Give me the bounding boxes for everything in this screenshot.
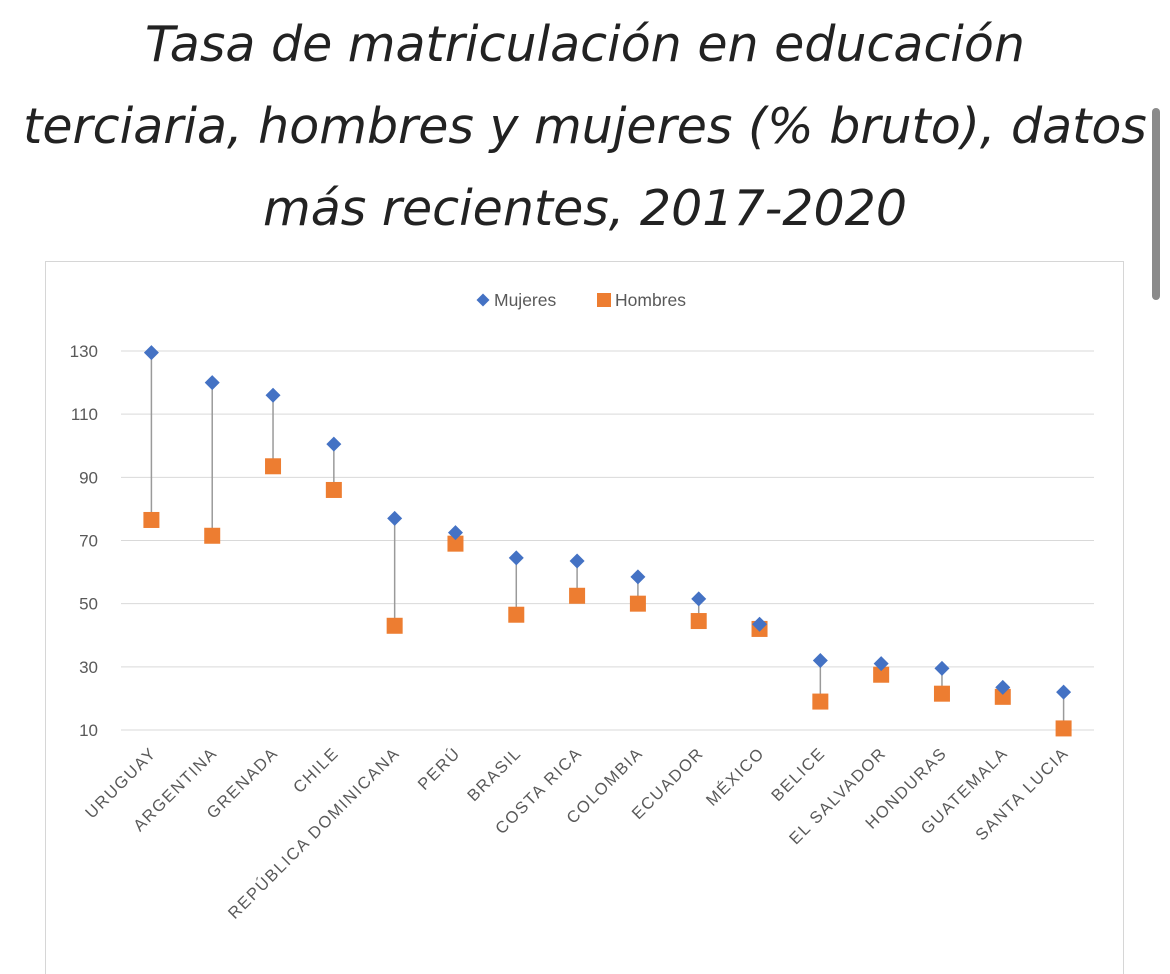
mujeres-marker [812, 653, 828, 669]
mujeres-marker [508, 550, 524, 566]
hombres-marker [569, 587, 586, 604]
hombres-marker [873, 666, 890, 683]
y-axis-tick-labels: 10 30 50 70 90 110 130 [70, 342, 98, 740]
mujeres-marker [1056, 684, 1072, 700]
legend-mujeres-label: Mujeres [494, 290, 556, 310]
mujeres-marker [934, 660, 950, 676]
legend-mujeres-marker [476, 293, 490, 307]
mujeres-marker [752, 616, 768, 632]
dumbbell-chart: 10 30 50 70 90 110 130 URUGUAYARGENTINAGRENADA… [70, 290, 1094, 923]
hombres-marker [1055, 720, 1072, 737]
markers [143, 345, 1072, 737]
y-tick-label: 10 [79, 721, 98, 740]
chart-title: Tasa de matriculación en educación terci… [20, 4, 1150, 250]
mujeres-marker [326, 436, 342, 452]
y-tick-label: 110 [71, 405, 98, 424]
hombres-marker [143, 511, 160, 528]
mujeres-marker [447, 525, 463, 541]
x-tick-label: BELICE [768, 744, 829, 805]
mujeres-marker [204, 375, 220, 391]
mujeres-marker [265, 387, 281, 403]
gridlines [121, 350, 1094, 731]
hombres-marker [204, 527, 221, 544]
y-tick-label: 130 [70, 342, 98, 361]
page-scrollbar[interactable] [1152, 108, 1160, 300]
x-tick-label: BRASIL [464, 744, 525, 805]
legend-hombres-label: Hombres [615, 290, 686, 310]
y-tick-label: 50 [79, 595, 98, 614]
hombres-marker [325, 481, 342, 498]
hombres-marker [447, 535, 464, 552]
hombres-marker [690, 613, 707, 630]
hombres-marker [508, 606, 525, 623]
y-tick-label: 70 [79, 532, 98, 551]
hombres-marker [812, 693, 829, 710]
hombres-marker [933, 685, 950, 702]
hombres-marker [629, 595, 646, 612]
x-tick-label: PERÚ [414, 743, 464, 793]
legend-hombres-marker [597, 293, 611, 307]
mujeres-marker [387, 510, 403, 526]
hombres-marker [386, 617, 403, 634]
mujeres-marker [873, 656, 889, 672]
hombres-marker [994, 688, 1011, 705]
mujeres-marker [143, 345, 159, 361]
chart-area: 10 30 50 70 90 110 130 URUGUAY ARGENTINA GRENADA… [45, 261, 1124, 974]
y-tick-label: 90 [79, 468, 98, 487]
x-tick-label: MÉXICO [702, 743, 768, 809]
legend: Mujeres Hombres [476, 290, 686, 310]
hombres-marker [265, 458, 282, 475]
chart-title-line-1: Tasa de matriculación en educación [145, 16, 1025, 73]
x-tick-label: CHILE [290, 744, 343, 797]
chart-title-line-2: terciaria, hombres y mujeres (% bruto), … [23, 98, 1147, 155]
chart-title-line-3: más recientes, 2017-2020 [262, 180, 908, 237]
mujeres-marker [630, 569, 646, 585]
mujeres-marker [569, 553, 585, 569]
mujeres-marker [995, 679, 1011, 695]
y-tick-label: 30 [79, 658, 98, 677]
mujeres-marker [691, 591, 707, 607]
